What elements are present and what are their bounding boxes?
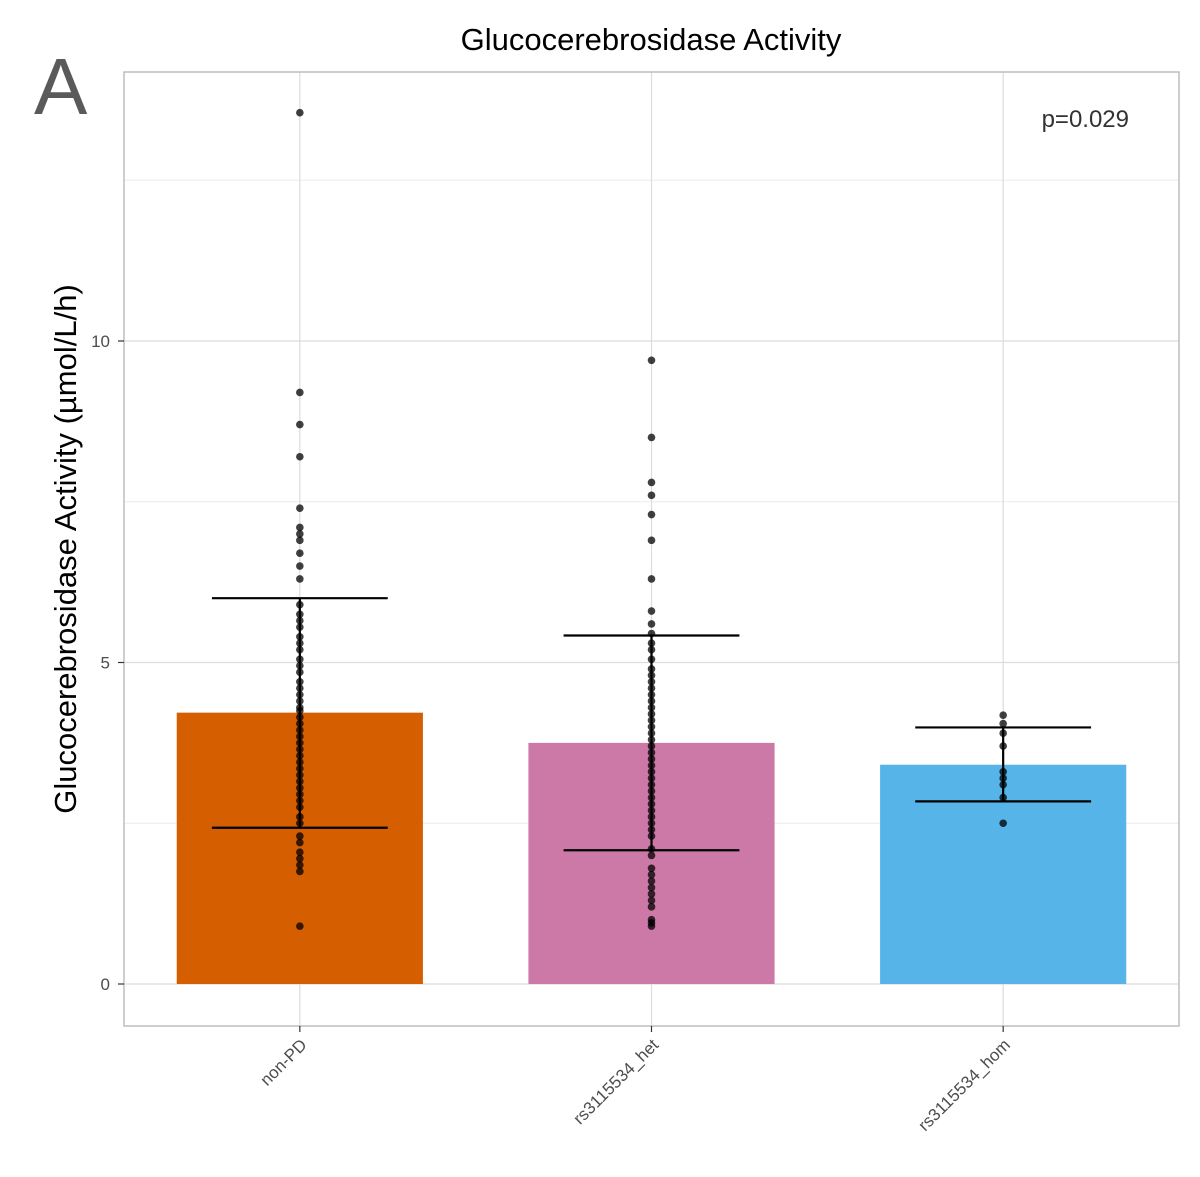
data-point (296, 452, 304, 461)
y-tick-label: 5 (101, 654, 110, 673)
data-point (647, 883, 656, 892)
data-point (296, 523, 304, 532)
data-point (647, 510, 656, 519)
data-point (647, 478, 656, 487)
data-point (296, 867, 304, 876)
y-axis-ticks: 0 5 10 (91, 332, 124, 994)
data-point (296, 861, 304, 869)
x-tick-label: rs3115534_het (570, 1035, 663, 1128)
data-point (647, 356, 656, 365)
data-point (647, 870, 656, 879)
data-point (296, 562, 304, 570)
data-point (296, 832, 304, 840)
x-tick-label: non-PD (256, 1035, 310, 1089)
y-axis-title: Glucocerebrosidase Activity (µmol/L/h) (48, 284, 83, 814)
data-point (647, 575, 656, 583)
y-tick-label: 10 (91, 332, 110, 351)
data-point (647, 491, 656, 500)
chart-title: Glucocerebrosidase Activity (461, 22, 842, 57)
data-point (999, 719, 1007, 728)
x-axis-ticks: non-PD rs3115534_het rs3115534_hom (256, 1026, 1014, 1135)
data-point (296, 549, 304, 557)
panel-letter: A (34, 42, 88, 131)
error-bars (211, 597, 1092, 852)
data-point (999, 819, 1007, 828)
data-point (647, 433, 656, 442)
data-point (296, 530, 304, 538)
data-point (296, 504, 304, 512)
data-point (296, 922, 304, 930)
data-point (296, 388, 304, 397)
data-point (647, 620, 656, 628)
data-point (296, 575, 304, 583)
data-point (296, 838, 304, 847)
data-point (647, 903, 656, 911)
y-tick-label: 0 (101, 975, 110, 994)
data-point (296, 420, 304, 429)
data-point (647, 536, 656, 545)
data-point (647, 890, 656, 898)
data-point (647, 896, 656, 905)
x-tick-label: rs3115534_hom (915, 1035, 1014, 1134)
data-point (296, 848, 304, 856)
data-point (647, 922, 656, 930)
data-point (647, 851, 656, 860)
data-point (296, 536, 304, 545)
data-point (647, 877, 656, 885)
data-point (296, 854, 304, 863)
data-point (647, 864, 656, 873)
p-value-annotation: p=0.029 (1042, 106, 1129, 133)
data-point (296, 108, 304, 117)
data-point (999, 711, 1007, 720)
data-point (647, 607, 656, 615)
